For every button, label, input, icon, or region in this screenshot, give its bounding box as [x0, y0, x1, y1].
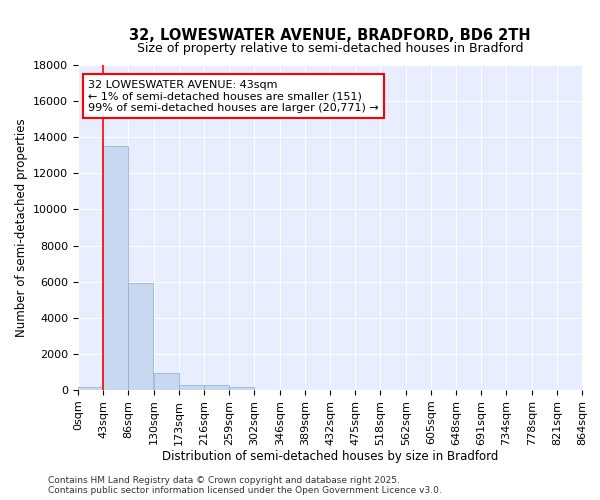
Text: Size of property relative to semi-detached houses in Bradford: Size of property relative to semi-detach… [137, 42, 523, 55]
Text: 32 LOWESWATER AVENUE: 43sqm
← 1% of semi-detached houses are smaller (151)
99% o: 32 LOWESWATER AVENUE: 43sqm ← 1% of semi… [88, 80, 379, 113]
Title: 32, LOWESWATER AVENUE, BRADFORD, BD6 2TH: 32, LOWESWATER AVENUE, BRADFORD, BD6 2TH [129, 28, 531, 43]
X-axis label: Distribution of semi-detached houses by size in Bradford: Distribution of semi-detached houses by … [162, 450, 498, 464]
Bar [179, 384, 204, 390]
Bar [229, 388, 254, 390]
Bar [128, 284, 153, 390]
Text: Contains HM Land Registry data © Crown copyright and database right 2025.
Contai: Contains HM Land Registry data © Crown c… [48, 476, 442, 495]
Bar [204, 384, 229, 390]
Bar [103, 146, 128, 390]
Bar [78, 388, 103, 390]
Bar [154, 373, 179, 390]
Y-axis label: Number of semi-detached properties: Number of semi-detached properties [14, 118, 28, 337]
